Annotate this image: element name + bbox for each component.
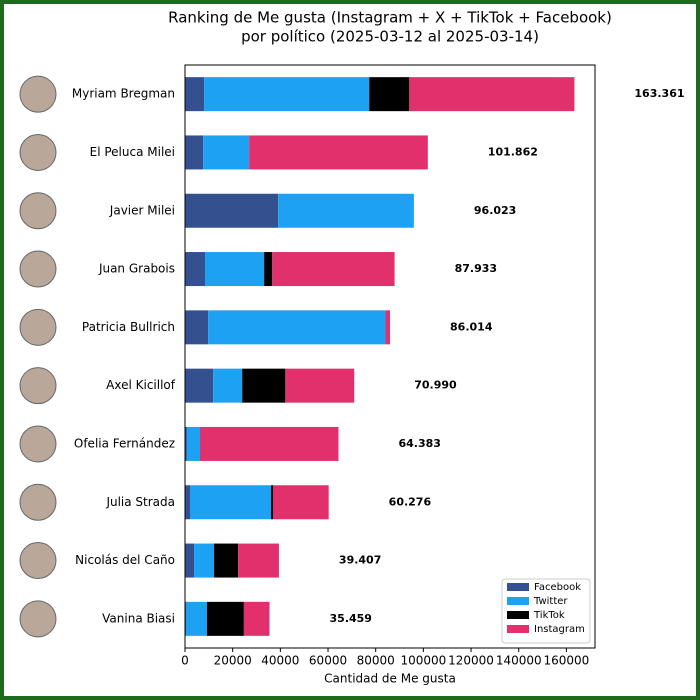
chart-title: por político (2025-03-12 al 2025-03-14): [241, 28, 539, 46]
total-label: 101.862: [488, 145, 538, 158]
bar-segment: [200, 426, 339, 461]
bar-segment: [185, 426, 187, 461]
total-label: 70.990: [414, 379, 457, 392]
x-tick-label: 140000: [496, 654, 542, 668]
bar-segment: [238, 543, 279, 578]
x-tick-label: 160000: [543, 654, 589, 668]
bar-segment: [185, 601, 207, 636]
y-tick-label: Julia Strada: [105, 495, 175, 509]
bar-segment: [243, 601, 270, 636]
y-tick-label: El Peluca Milei: [90, 145, 175, 159]
y-tick-label: Juan Grabois: [98, 262, 175, 276]
bar-segment: [208, 310, 386, 345]
legend-label: Twitter: [533, 596, 568, 607]
x-tick-label: 100000: [400, 654, 446, 668]
x-axis-label: Cantidad de Me gusta: [324, 672, 456, 686]
bar-segment: [185, 193, 279, 228]
bar-segment: [213, 368, 243, 403]
avatar: [19, 600, 57, 638]
bar-segment: [185, 135, 204, 170]
bar-segment: [369, 77, 410, 112]
bar-segment: [272, 485, 329, 520]
bar-segment: [205, 252, 265, 287]
bar-segment: [203, 135, 250, 170]
bar-segment: [264, 252, 273, 287]
bar-segment: [272, 252, 395, 287]
avatar: [19, 250, 57, 288]
avatar: [19, 367, 57, 405]
bar-segment: [185, 543, 195, 578]
total-label: 35.459: [330, 612, 372, 625]
chart-title: Ranking de Me gusta (Instagram + X + Tik…: [168, 9, 612, 27]
legend-label: Facebook: [534, 582, 581, 593]
total-label: 64.383: [398, 437, 440, 450]
bar-segment: [185, 368, 214, 403]
x-tick-label: 0: [181, 654, 189, 668]
bar-segment: [271, 485, 273, 520]
avatar: [19, 133, 57, 171]
legend-swatch: [507, 583, 529, 591]
y-tick-label: Patricia Bullrich: [82, 320, 175, 334]
legend-swatch: [507, 611, 529, 619]
bar-segment: [285, 368, 355, 403]
bar-segment: [185, 77, 205, 112]
legend-label: Instagram: [534, 624, 585, 635]
bar-segment: [194, 543, 215, 578]
total-label: 39.407: [339, 554, 381, 567]
bar-segment: [278, 193, 414, 228]
avatar: [19, 425, 57, 463]
total-label: 87.933: [455, 262, 497, 275]
avatar: [19, 542, 57, 580]
bar-segment: [185, 310, 209, 345]
x-tick-label: 20000: [214, 654, 252, 668]
y-tick-label: Nicolás del Caño: [75, 553, 175, 567]
plot-frame: [184, 64, 596, 649]
x-tick-label: 80000: [357, 654, 395, 668]
legend-label: TikTok: [533, 610, 565, 621]
bar-segment: [385, 310, 391, 345]
bar-segment: [409, 77, 575, 112]
total-label: 163.361: [634, 87, 684, 100]
bar-segment: [204, 77, 370, 112]
y-tick-label: Axel Kicillof: [106, 378, 176, 392]
bar-segment: [185, 252, 206, 287]
y-tick-label: Myriam Bregman: [72, 87, 175, 101]
avatar: [19, 75, 57, 113]
x-tick-label: 120000: [448, 654, 494, 668]
y-tick-label: Ofelia Fernández: [74, 436, 175, 450]
total-label: 60.276: [389, 495, 432, 508]
total-label: 96.023: [474, 204, 516, 217]
avatar: [19, 308, 57, 346]
bar-segment: [249, 135, 428, 170]
bar-segment: [214, 543, 239, 578]
total-label: 86.014: [450, 320, 493, 333]
x-tick-label: 40000: [261, 654, 299, 668]
avatar: [19, 483, 57, 521]
bar-segment: [185, 485, 191, 520]
bar-segment: [190, 485, 272, 520]
legend-swatch: [507, 597, 529, 605]
x-tick-label: 60000: [309, 654, 347, 668]
avatar: [19, 192, 57, 230]
bar-segment: [206, 601, 244, 636]
y-tick-label: Javier Milei: [109, 203, 175, 217]
legend-swatch: [507, 625, 529, 633]
bar-segment: [186, 426, 201, 461]
bar-segment: [242, 368, 286, 403]
y-tick-label: Vanina Biasi: [102, 611, 175, 625]
